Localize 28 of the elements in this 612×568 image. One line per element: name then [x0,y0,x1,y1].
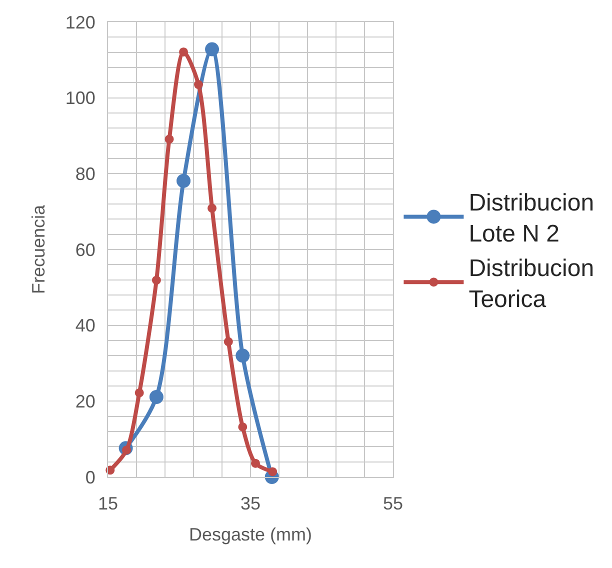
x-axis-title: Desgaste (mm) [188,524,312,545]
x-tick-label: 55 [382,494,404,514]
point [152,276,161,285]
point [149,390,164,404]
y-tick-label: 20 [75,391,96,412]
point [268,467,278,476]
point [250,458,260,468]
point [236,348,250,363]
x-tick-label: 15 [98,494,118,514]
point [224,337,233,346]
y-axis-title: Frecuencia [28,204,49,294]
y-tick-label: 120 [65,12,96,32]
point [194,80,203,90]
y-tick-label: 100 [65,88,96,108]
point [208,204,217,213]
y-tick-label: 40 [75,316,96,336]
legend-label: Distribucion Lote N 2 [468,189,594,248]
y-tick-label: 0 [85,467,96,488]
point [164,134,174,144]
y-tick-label: 80 [75,164,96,184]
point [205,42,220,56]
x-tick-label: 35 [240,494,261,514]
point [176,174,191,188]
point [238,422,248,432]
legend-label: Distribucion Teorica [468,254,594,314]
point [179,47,188,56]
point [134,388,144,398]
y-tick-label: 60 [75,240,96,260]
